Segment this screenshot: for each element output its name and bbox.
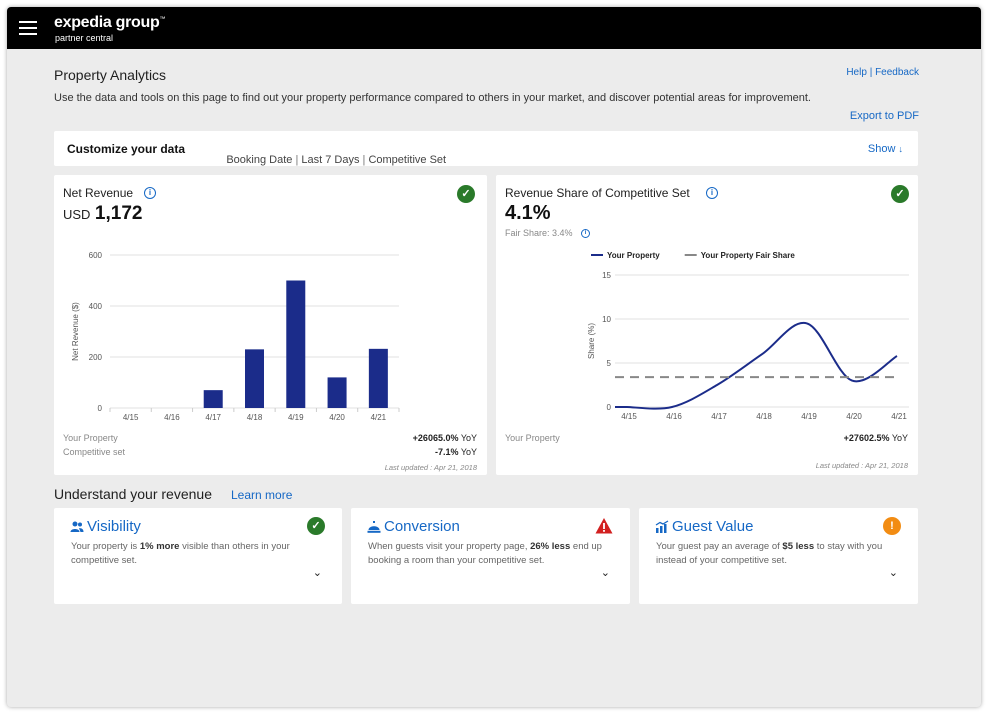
visibility-description: Your property is 1% more visible than ot… xyxy=(71,541,290,566)
net-revenue-total: USD 1,172 xyxy=(63,203,142,225)
warning-exclamation-icon: ! xyxy=(883,517,901,535)
y-tick-label: 15 xyxy=(602,271,611,280)
status-check-icon: ✓ xyxy=(307,517,325,535)
y-tick-label: 10 xyxy=(602,315,611,324)
x-tick-label: 4/19 xyxy=(288,413,304,422)
customize-title: Customize your data xyxy=(67,142,186,156)
info-icon[interactable]: i xyxy=(144,187,156,199)
double-chevron-down-icon: ↓ xyxy=(898,144,904,154)
app-window: expedia group™ partner central Property … xyxy=(7,7,981,707)
link-separator: | xyxy=(869,67,873,78)
x-tick-label: 4/20 xyxy=(329,413,345,422)
your-property-yoy: +27602.5% YoY xyxy=(843,433,908,443)
bar xyxy=(203,390,223,408)
show-filters-button[interactable]: Show ↓ xyxy=(868,143,903,155)
visibility-title: Visibility xyxy=(87,518,141,535)
revenue-share-card: Revenue Share of Competitive Set i ✓ 4.1… xyxy=(496,175,918,475)
info-icon[interactable]: i xyxy=(706,187,718,199)
x-tick-label: 4/20 xyxy=(846,412,862,421)
revenue-share-line-chart: 0 5 10 15 Share (%) 4/15 4/16 4/17 4/18 4/19 4/20 4… xyxy=(587,251,909,421)
customize-data-bar: Customize your data Booking Date | Last … xyxy=(54,131,918,166)
trademark-mark: ™ xyxy=(159,16,166,23)
filter-booking-date: Booking Date xyxy=(226,154,293,166)
y-tick-label: 0 xyxy=(98,404,103,413)
brand-logo[interactable]: expedia group™ xyxy=(54,14,165,32)
revenue-share-value: 4.1% xyxy=(505,202,551,224)
x-tick-label: 4/15 xyxy=(621,412,637,421)
last-updated: Last updated : Apr 21, 2018 xyxy=(384,463,477,472)
conversion-title: Conversion xyxy=(384,518,460,535)
guest-value-card[interactable]: Guest Value ! Your guest pay an average … xyxy=(639,508,918,604)
y-axis-label: Share (%) xyxy=(587,323,596,359)
users-icon xyxy=(70,521,84,532)
bar-chart-icon xyxy=(655,520,669,533)
active-filters: Booking Date | Last 7 Days | Competitive… xyxy=(226,154,447,166)
y-axis-label: Net Revenue ($) xyxy=(71,302,80,361)
bar xyxy=(327,377,347,408)
revenue-share-title: Revenue Share of Competitive Set xyxy=(505,186,690,200)
guest-value-title: Guest Value xyxy=(672,518,754,535)
chevron-down-icon[interactable]: ⌄ xyxy=(888,567,898,579)
chevron-down-icon[interactable]: ⌄ xyxy=(312,567,322,579)
alert-triangle-icon xyxy=(595,518,613,534)
learn-more-link[interactable]: Learn more xyxy=(231,488,293,502)
your-property-yoy: +26065.0% YoY xyxy=(412,433,477,443)
show-label: Show xyxy=(867,143,896,155)
understand-revenue-title: Understand your revenue xyxy=(54,486,212,502)
net-revenue-value: 1,172 xyxy=(94,203,143,224)
x-tick-label: 4/21 xyxy=(891,412,907,421)
competitive-set-label: Competitive set xyxy=(63,447,126,457)
x-tick-label: 4/17 xyxy=(711,412,727,421)
your-property-label: Your Property xyxy=(505,433,560,443)
guest-value-description: Your guest pay an average of $5 less to … xyxy=(656,541,883,566)
x-tick-label: 4/18 xyxy=(756,412,772,421)
y-tick-label: 5 xyxy=(607,359,612,368)
brand-name: expedia group xyxy=(54,14,160,31)
x-tick-label: 4/16 xyxy=(666,412,682,421)
currency-label: USD xyxy=(63,207,91,222)
chevron-down-icon[interactable]: ⌄ xyxy=(600,567,610,579)
legend-label: Your Property Fair Share xyxy=(701,251,796,260)
x-tick-label: 4/17 xyxy=(205,413,221,422)
y-tick-label: 600 xyxy=(89,251,103,260)
top-navigation-bar: expedia group™ partner central xyxy=(7,7,981,49)
visibility-card[interactable]: Visibility ✓ Your property is 1% more vi… xyxy=(54,508,342,604)
last-updated: Last updated : Apr 21, 2018 xyxy=(815,461,908,470)
x-tick-label: 4/18 xyxy=(247,413,263,422)
status-check-icon: ✓ xyxy=(457,185,475,203)
filter-competitive-set: Competitive Set xyxy=(368,154,447,166)
y-tick-label: 0 xyxy=(607,403,612,412)
bar xyxy=(286,280,306,408)
service-bell-icon xyxy=(367,521,381,533)
filter-date-range: Last 7 Days xyxy=(301,154,360,166)
bar xyxy=(368,348,388,408)
bar xyxy=(245,349,264,408)
your-property-label: Your Property xyxy=(63,433,118,443)
conversion-description: When guests visit your property page, 26… xyxy=(368,541,602,566)
page-title: Property Analytics xyxy=(54,67,167,83)
hamburger-menu-icon[interactable] xyxy=(19,21,37,35)
y-tick-label: 400 xyxy=(89,302,103,311)
x-tick-label: 4/16 xyxy=(164,413,180,422)
y-tick-label: 200 xyxy=(89,353,103,362)
feedback-link[interactable]: Feedback xyxy=(875,67,919,78)
brand-subtitle: partner central xyxy=(55,33,114,43)
net-revenue-card: Net Revenue i ✓ USD 1,172 0 200 400 600 Net … xyxy=(54,175,487,475)
x-tick-label: 4/15 xyxy=(123,413,139,422)
help-link[interactable]: Help xyxy=(846,67,867,78)
net-revenue-title: Net Revenue xyxy=(63,186,134,200)
x-tick-label: 4/21 xyxy=(371,413,387,422)
legend-label: Your Property xyxy=(607,251,660,260)
page-intro: Use the data and tools on this page to f… xyxy=(54,92,811,104)
export-pdf-link[interactable]: Export to PDF xyxy=(849,110,919,122)
conversion-card[interactable]: Conversion When guests visit your proper… xyxy=(351,508,630,604)
net-revenue-bar-chart: 0 200 400 600 Net Revenue ($) 4/15 4/16 4/17 4/1… xyxy=(71,251,400,422)
info-icon[interactable]: i xyxy=(581,229,590,238)
x-tick-label: 4/19 xyxy=(801,412,817,421)
help-links: Help | Feedback xyxy=(846,67,919,78)
fair-share-label: Fair Share: 3.4% xyxy=(505,228,573,238)
competitive-set-yoy: -7.1% YoY xyxy=(434,447,477,457)
series-line-your-property xyxy=(615,322,898,410)
status-check-icon: ✓ xyxy=(891,185,909,203)
